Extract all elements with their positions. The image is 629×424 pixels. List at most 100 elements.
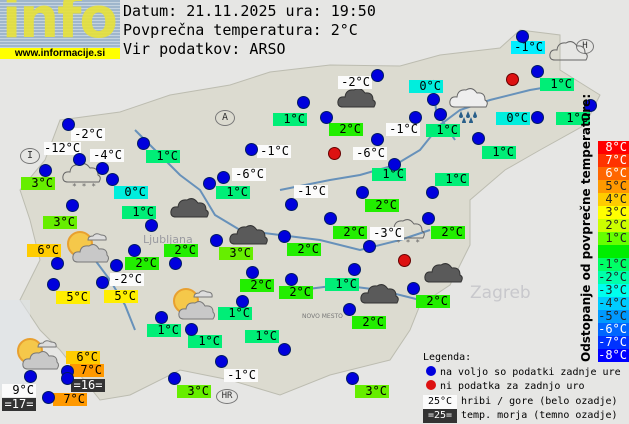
station-temperature-label: -2°C	[338, 76, 372, 89]
station-dot[interactable]	[170, 258, 181, 269]
station-temperature-label: 1°C	[146, 150, 180, 163]
station-dot[interactable]	[517, 31, 528, 42]
station-temperature-label: -4°C	[90, 149, 124, 162]
station-dot[interactable]	[204, 178, 215, 189]
station-dot[interactable]	[97, 277, 108, 288]
station-dot[interactable]	[279, 231, 290, 242]
station-temperature-label: 2°C	[416, 295, 450, 308]
station-dot-missing[interactable]	[399, 255, 410, 266]
station-dot[interactable]	[286, 274, 297, 285]
station-dot[interactable]	[25, 371, 36, 382]
sun-cloud-icon	[170, 287, 216, 325]
station-temperature-label: 3°C	[219, 247, 253, 260]
station-dot[interactable]	[169, 373, 180, 384]
station-temperature-label: 1°C	[372, 168, 406, 181]
station-temperature-label: 3°C	[177, 385, 211, 398]
station-dot[interactable]	[62, 366, 73, 377]
station-dot[interactable]	[43, 392, 54, 403]
station-dot[interactable]	[357, 187, 368, 198]
station-dot[interactable]	[216, 356, 227, 367]
scale-title: Odstopanje od povprečne temperature:	[579, 93, 593, 362]
station-dot[interactable]	[129, 245, 140, 256]
station-dot[interactable]	[585, 100, 596, 111]
station-dot[interactable]	[62, 373, 73, 384]
station-dot[interactable]	[408, 283, 419, 294]
cloud-outline-icon	[549, 38, 591, 68]
station-dot[interactable]	[473, 133, 484, 144]
station-temperature-label: 1°C	[540, 78, 574, 91]
station-temperature-label: 0°C	[496, 112, 530, 125]
station-dot[interactable]	[111, 260, 122, 271]
station-temperature-label: 2°C	[287, 243, 321, 256]
station-dot[interactable]	[237, 296, 248, 307]
scale-row: -3°C	[598, 283, 629, 297]
station-dot[interactable]	[246, 144, 257, 155]
station-dot[interactable]	[435, 109, 446, 120]
station-dot[interactable]	[364, 241, 375, 252]
station-dot[interactable]	[279, 344, 290, 355]
svg-text:* * *: * * *	[396, 238, 420, 246]
station-dot[interactable]	[40, 165, 51, 176]
station-dot[interactable]	[532, 112, 543, 123]
station-dot[interactable]	[298, 97, 309, 108]
station-dot[interactable]	[52, 258, 63, 269]
station-dot[interactable]	[97, 163, 108, 174]
station-dot[interactable]	[48, 279, 59, 290]
station-dot[interactable]	[349, 264, 360, 275]
station-temperature-label: -6°C	[232, 168, 266, 181]
legend-sea-text: temp. morja (temno ozadje)	[461, 410, 618, 421]
station-dot[interactable]	[67, 200, 78, 211]
station-dot[interactable]	[321, 112, 332, 123]
station-dot[interactable]	[423, 213, 434, 224]
station-dot-missing[interactable]	[329, 148, 340, 159]
map-label-zagreb: Zagreb	[470, 283, 531, 303]
station-dot[interactable]	[372, 134, 383, 145]
scale-row	[598, 245, 629, 258]
station-dot[interactable]	[211, 235, 222, 246]
station-temperature-label: 2°C	[333, 226, 367, 239]
station-dot-missing[interactable]	[507, 74, 518, 85]
station-temperature-label: =17=	[2, 398, 36, 411]
station-dot[interactable]	[344, 304, 355, 315]
station-temperature-label: 1°C	[325, 278, 359, 291]
station-dot[interactable]	[347, 373, 358, 384]
station-dot[interactable]	[138, 138, 149, 149]
station-dot[interactable]	[372, 70, 383, 81]
scale-row: -2°C	[598, 270, 629, 284]
station-dot[interactable]	[186, 324, 197, 335]
station-dot[interactable]	[146, 220, 157, 231]
logo-url-link[interactable]: www.informacije.si	[0, 48, 120, 59]
station-temperature-label: 1°C	[435, 173, 469, 186]
station-temperature-label: -1°C	[386, 123, 420, 136]
station-temperature-label: 6°C	[66, 351, 100, 364]
station-dot[interactable]	[286, 199, 297, 210]
station-temperature-label: -1°C	[224, 369, 258, 382]
station-temperature-label: 6°C	[27, 244, 61, 257]
station-dot[interactable]	[74, 154, 85, 165]
scale-row: 8°C	[598, 141, 629, 154]
station-temperature-label: 9°C	[2, 384, 36, 397]
station-dot[interactable]	[427, 187, 438, 198]
station-dot[interactable]	[532, 66, 543, 77]
station-dot[interactable]	[428, 94, 439, 105]
station-dot[interactable]	[247, 267, 258, 278]
scale-row: 6°C	[598, 167, 629, 180]
station-dot[interactable]	[156, 312, 167, 323]
station-dot[interactable]	[107, 174, 118, 185]
logo-graphic[interactable]: info	[0, 0, 120, 48]
station-dot[interactable]	[218, 172, 229, 183]
station-dot[interactable]	[63, 119, 74, 130]
station-dot[interactable]	[325, 213, 336, 224]
station-temperature-label: 2°C	[352, 316, 386, 329]
red-dot-icon	[426, 380, 436, 390]
cloud-dark-icon	[424, 260, 466, 290]
station-temperature-label: -2°C	[110, 273, 144, 286]
station-temperature-label: 1°C	[426, 124, 460, 137]
station-dot[interactable]	[410, 112, 421, 123]
station-dot[interactable]	[389, 159, 400, 170]
station-temperature-label: 2°C	[279, 286, 313, 299]
average-temperature-line: Povprečna temperatura: 2°C	[123, 21, 358, 39]
sun-cloud-icon	[14, 337, 60, 375]
station-temperature-label: 7°C	[70, 364, 104, 377]
legend-item-available: na voljo so podatki zadnje ure	[423, 365, 621, 381]
